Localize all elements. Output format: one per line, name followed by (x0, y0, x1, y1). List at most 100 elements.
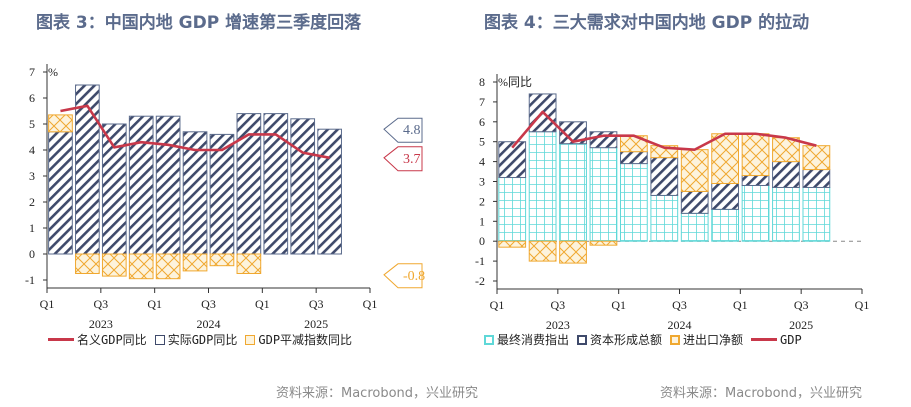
x-tick-label: Q3 (794, 298, 809, 312)
right-source: 资料来源：Macrobond，兴业研究 (660, 386, 863, 401)
y-tick-label: 1 (29, 221, 35, 235)
bar-net-exports (680, 149, 709, 192)
hatch-swatch-icon (577, 334, 588, 345)
line-nominal-gdp (60, 104, 330, 160)
year-label: 2025 (789, 318, 813, 332)
bar-real-gdp (48, 131, 73, 255)
line-swatch-icon (751, 338, 778, 341)
bar-consumption (559, 143, 587, 242)
bar-capital (802, 169, 831, 188)
legend-nominal-gdp: 名义GDP同比 (48, 331, 147, 348)
legend-net-exports: 进出口净额 (670, 331, 743, 348)
y-tick-label: 1 (479, 214, 485, 228)
x-tick-label: Q3 (201, 297, 216, 311)
right-legend: 最终消费指出 资本形成总额 进出口净额 GDP (484, 331, 802, 348)
x-tick-label: Q1 (490, 298, 505, 312)
bar-capital (559, 121, 587, 145)
bar-deflator (155, 253, 181, 280)
year-label: 2024 (668, 318, 692, 332)
bar-deflator (128, 253, 154, 280)
y-tick-label: 4 (29, 143, 35, 157)
legend-consumption: 最终消费指出 (484, 331, 569, 348)
callout-label: 3.7 (403, 152, 421, 167)
legend-label: 名义GDP同比 (77, 333, 147, 347)
legend-label: 进出口净额 (683, 333, 744, 347)
y-tick-label: -1 (475, 254, 485, 268)
y-tick-label: 3 (479, 175, 485, 189)
year-label: 2023 (89, 317, 113, 331)
bar-consumption (711, 208, 740, 242)
bar-real-gdp (290, 118, 316, 255)
year-label: 2024 (197, 317, 221, 331)
right-chart: -2 -1 0 1 2 3 4 5 6 7 8 %同比 Q1 Q3 Q1 Q3 Q1 Q3 Q1 2023 2024 20… (475, 74, 869, 332)
hatch-swatch-icon (154, 334, 165, 345)
bar-consumption (772, 186, 800, 242)
bar-capital (619, 151, 648, 165)
y-tick-label: 6 (479, 115, 485, 129)
cross-swatch-icon (245, 334, 256, 345)
legend-label: GDP (780, 332, 802, 347)
line-swatch-icon (48, 338, 74, 341)
x-tick-label: Q1 (363, 297, 378, 311)
bar-capital (772, 161, 800, 188)
x-tick-label: Q1 (733, 298, 748, 312)
callout-label: -0.8 (403, 269, 425, 284)
bar-consumption (741, 184, 770, 242)
x-tick-label: Q1 (40, 297, 55, 311)
bar-capital (741, 175, 770, 186)
y-tick-label: -2 (475, 274, 485, 288)
bar-net-exports (711, 133, 740, 184)
y-tick-label: 5 (29, 117, 35, 131)
bar-real-gdp (209, 133, 235, 255)
bar-consumption (650, 194, 679, 242)
left-legend: 名义GDP同比 实际GDP同比 GDP平减指数同比 (48, 331, 352, 348)
legend-capital: 资本形成总额 (577, 331, 662, 348)
x-tick-label: Q1 (255, 297, 270, 311)
bar-deflator (236, 253, 262, 274)
right-chart-title: 图表 4：三大需求对中国内地 GDP 的拉动 (484, 13, 810, 33)
year-label: 2025 (304, 317, 328, 331)
bar-net-exports (650, 145, 679, 159)
bar-consumption (619, 163, 648, 242)
x-tick-label: Q1 (611, 298, 626, 312)
x-tick-label: Q1 (855, 298, 870, 312)
y-tick-label: 6 (29, 91, 35, 105)
bar-consumption (589, 147, 618, 242)
bar-real-gdp (128, 115, 154, 255)
bar-net-exports (589, 240, 618, 246)
bar-deflator (209, 253, 235, 267)
bar-real-gdp (75, 84, 100, 255)
bar-capital (680, 190, 709, 214)
bar-real-gdp (263, 113, 289, 255)
line-gdp (511, 110, 817, 151)
callout-label: 4.8 (403, 123, 421, 138)
y-tick-label: 3 (29, 169, 35, 183)
bar-consumption (498, 177, 527, 242)
bar-net-exports (498, 240, 527, 248)
x-tick-label: Q3 (550, 298, 565, 312)
bar-consumption (528, 131, 557, 242)
legend-real-gdp: 实际GDP同比 (154, 331, 238, 348)
bar-deflator (101, 253, 127, 277)
y-tick-label: 4 (479, 155, 485, 169)
bar-capital (650, 157, 679, 196)
y-tick-label: 0 (479, 234, 485, 248)
bar-capital (589, 131, 618, 149)
legend-label: 实际GDP同比 (167, 333, 238, 347)
left-chart-title: 图表 3：中国内地 GDP 增速第三季度回落 (36, 13, 362, 33)
bar-capital (711, 182, 740, 210)
x-tick-label: Q3 (309, 297, 324, 311)
bar-real-gdp (317, 128, 342, 255)
bar-deflator (182, 253, 208, 272)
callout-box (383, 117, 423, 143)
y-tick-label: 5 (479, 135, 485, 149)
x-tick-label: Q3 (672, 298, 687, 312)
legend-label: 最终消费指出 (497, 333, 570, 347)
bar-deflator (75, 253, 100, 274)
bar-net-exports (559, 240, 587, 264)
y-tick-label: 2 (479, 194, 485, 208)
callout-box (383, 263, 423, 289)
bar-deflator (48, 114, 73, 133)
